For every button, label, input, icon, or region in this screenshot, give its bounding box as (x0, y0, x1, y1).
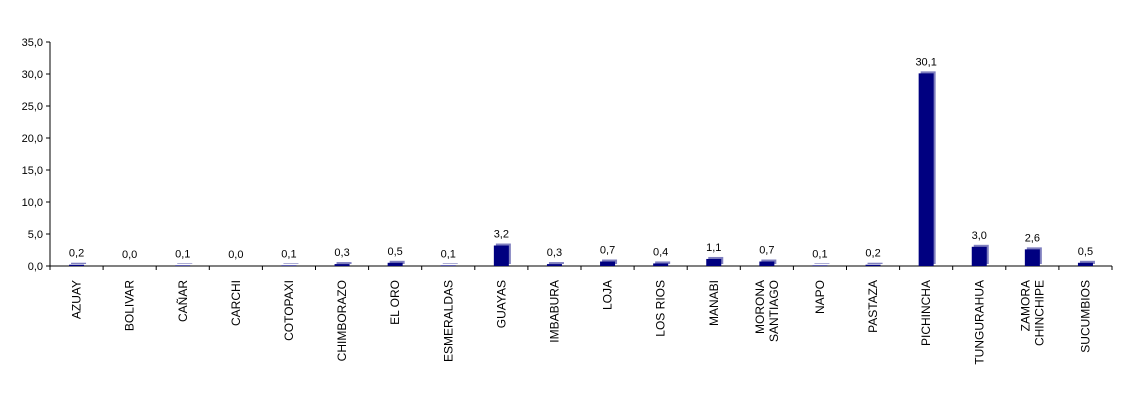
data-label: 3,0 (972, 230, 987, 242)
category-label: SANTIAGO (767, 280, 781, 342)
category-label: TUNGURAHUA (972, 280, 986, 365)
data-label: 0,0 (122, 249, 137, 261)
bar (706, 258, 722, 266)
category-label: PASTAZA (866, 280, 880, 333)
bar (759, 261, 775, 266)
category-label: MORONA (753, 280, 767, 334)
data-label: 0,3 (547, 247, 562, 259)
data-label: 0,3 (334, 247, 349, 259)
bar-shadow (867, 262, 883, 264)
category-label: COTOPAXI (282, 280, 296, 341)
bar (1024, 249, 1040, 266)
data-label: 0,1 (281, 248, 296, 260)
bar (865, 264, 881, 266)
category-label: CARCHI (229, 280, 243, 326)
bar (1077, 262, 1093, 266)
category-labels: AZUAY BOLIVAR CAÑAR CARCHI COTOPAXI CHIMBORAZ… (70, 280, 1093, 365)
category-label: GUAYAS (494, 280, 508, 328)
bar-shadow (336, 262, 352, 264)
data-label: 0,7 (759, 245, 774, 257)
bar (600, 261, 616, 266)
bar-shadow (814, 263, 830, 264)
data-label: 30,1 (915, 56, 936, 68)
x-axis (49, 265, 1113, 270)
category-label: BOLIVAR (123, 280, 137, 331)
y-tick-label: 5,0 (28, 229, 43, 241)
data-label: 0,5 (1078, 246, 1093, 258)
category-label: CHINCHIPE (1032, 280, 1046, 346)
bar (971, 246, 987, 266)
bar (546, 264, 562, 266)
bar (281, 265, 297, 266)
category-label: ESMERALDAS (441, 280, 455, 362)
category-label: CAÑAR (176, 280, 190, 322)
category-label: CHIMBORAZO (335, 280, 349, 361)
bar (175, 265, 191, 266)
bar-shadow (1079, 260, 1095, 264)
bar (812, 265, 828, 266)
category-label: NAPO (813, 280, 827, 314)
bar (653, 263, 669, 266)
bar (334, 264, 350, 266)
data-label: 0,1 (441, 248, 456, 260)
category-label: LOS RIOS (654, 280, 668, 337)
category-label: PICHINCHA (919, 280, 933, 346)
category-label: ZAMORA (1018, 280, 1032, 331)
bar-shadow (442, 263, 458, 264)
bar-shadow (655, 261, 671, 264)
y-tick-label: 15,0 (22, 165, 43, 177)
bar-shadow (283, 263, 299, 264)
y-tick-label: 20,0 (22, 133, 43, 145)
y-tick-label: 25,0 (22, 101, 43, 113)
category-label: IMBABURA (547, 280, 561, 343)
data-label: 0,5 (388, 246, 403, 258)
data-label: 2,6 (1025, 232, 1040, 244)
category-label: AZUAY (70, 280, 84, 319)
y-tick-label: 10,0 (22, 197, 43, 209)
data-label: 0,1 (812, 248, 827, 260)
category-label: MANABI (707, 280, 721, 326)
bar-shadow (71, 262, 87, 264)
bar (387, 262, 403, 266)
data-label: 0,0 (228, 249, 243, 261)
data-label: 0,2 (69, 248, 84, 260)
data-label: 3,2 (494, 229, 509, 241)
data-label: 0,1 (175, 248, 190, 260)
bar (493, 245, 509, 266)
data-label: 0,7 (600, 245, 615, 257)
y-tick-label: 35,0 (22, 37, 43, 49)
y-tick-label: 30,0 (22, 69, 43, 81)
bar-shadow (177, 263, 193, 264)
data-label: 0,4 (653, 246, 668, 258)
y-tick-label: 0,0 (28, 261, 43, 273)
data-label: 0,2 (865, 248, 880, 260)
bar (918, 73, 934, 266)
bar-shadow (389, 260, 405, 264)
bar-shadow (548, 262, 564, 264)
data-labels: 0,2 0,0 0,1 0,0 0,1 0,3 0,5 0,1 3,2 0,3 0,7 0,4 1,1 0… (69, 56, 1093, 261)
category-label: SUCUMBIOS (1078, 280, 1092, 353)
data-label: 1,1 (706, 242, 721, 254)
category-label: LOJA (601, 280, 615, 310)
bar-series (69, 71, 1095, 266)
y-axis: 0,0 5,0 10,0 15,0 20,0 25,0 30,0 35,0 (22, 37, 51, 273)
category-label: EL ORO (388, 280, 402, 325)
bar (69, 264, 85, 266)
bar (440, 265, 456, 266)
